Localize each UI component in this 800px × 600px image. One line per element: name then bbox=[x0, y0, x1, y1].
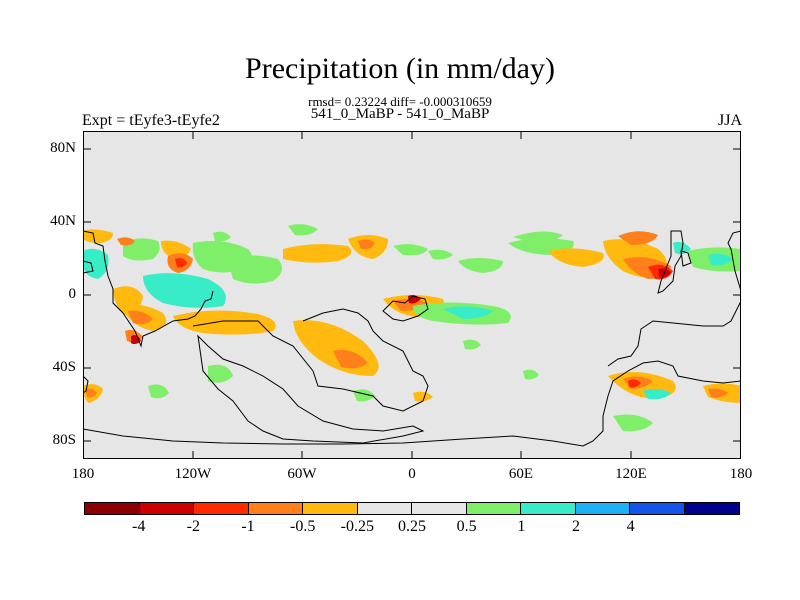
contour-patch bbox=[428, 249, 453, 260]
contour-patch bbox=[443, 306, 493, 319]
contour-patch bbox=[458, 258, 503, 273]
colorbar-label: -2 bbox=[186, 518, 200, 535]
contour-patch bbox=[613, 414, 653, 432]
x-tick-label: 120W bbox=[174, 466, 212, 482]
colorbar-box bbox=[630, 503, 685, 514]
contour-patch bbox=[628, 379, 641, 388]
contour-patch bbox=[143, 273, 226, 308]
colorbar-box bbox=[248, 503, 303, 514]
colorbar-label: 0.25 bbox=[398, 518, 426, 535]
contour-patch bbox=[708, 388, 728, 398]
contour-patch bbox=[148, 384, 169, 399]
contour-patch bbox=[175, 258, 187, 268]
precipitation-map bbox=[83, 131, 741, 459]
colorbar-box bbox=[521, 503, 576, 514]
contour-patch bbox=[523, 369, 539, 380]
colorbar-label: 1 bbox=[517, 518, 526, 535]
season-label: JJA bbox=[717, 112, 742, 129]
contour-patch bbox=[161, 240, 191, 258]
contour-patch bbox=[85, 388, 97, 398]
contour-patch bbox=[228, 255, 282, 284]
plot-title: Precipitation (in mm/day) bbox=[245, 52, 555, 85]
contour-patch bbox=[333, 349, 368, 369]
colorbar-label: -0.25 bbox=[340, 518, 374, 535]
coastline bbox=[83, 260, 94, 274]
contour-patch bbox=[708, 253, 733, 266]
x-tick-label: 180 bbox=[71, 466, 95, 482]
contour-patch bbox=[513, 231, 563, 243]
colorbar-label: -0.5 bbox=[289, 518, 316, 535]
contour-patch bbox=[618, 231, 658, 245]
experiment-label: Expt = tEyfe3-tEyfe2 bbox=[82, 112, 220, 129]
y-tick-label: 80S bbox=[52, 432, 76, 448]
x-tick-label: 0 bbox=[408, 466, 416, 482]
contour-patch bbox=[123, 238, 160, 261]
contour-patch bbox=[173, 310, 276, 335]
colorbar-box bbox=[412, 503, 467, 514]
contour-patch bbox=[283, 244, 352, 263]
coastline bbox=[83, 375, 89, 394]
contour-patch bbox=[131, 335, 141, 345]
colorbar-box bbox=[466, 503, 521, 514]
contour-patch bbox=[413, 391, 433, 402]
colorbar-box bbox=[684, 503, 739, 514]
coastline bbox=[607, 230, 741, 367]
colorbar-label: -1 bbox=[241, 518, 255, 535]
contour-patch bbox=[463, 339, 481, 350]
colorbar-box bbox=[139, 503, 194, 514]
contour-patch bbox=[548, 248, 604, 267]
colorbar-box bbox=[303, 503, 358, 514]
y-tick-label: 40S bbox=[52, 359, 76, 375]
x-tick-label: 180 bbox=[729, 466, 753, 482]
coastline bbox=[197, 334, 425, 444]
coastline bbox=[192, 308, 429, 412]
x-tick-label: 120E bbox=[615, 466, 647, 482]
x-tick-label: 60W bbox=[287, 466, 317, 482]
colorbar-box bbox=[575, 503, 630, 514]
colorbar-box bbox=[357, 503, 412, 514]
coastline bbox=[382, 295, 429, 322]
contour-patch bbox=[208, 364, 233, 383]
colorbar-label: 2 bbox=[572, 518, 580, 535]
continent-outlines bbox=[83, 230, 741, 447]
x-tick-label: 60E bbox=[508, 466, 534, 482]
coastline bbox=[657, 230, 684, 294]
contour-patch bbox=[128, 310, 153, 325]
colorbar-label: 0.5 bbox=[456, 518, 477, 535]
coastline bbox=[83, 230, 214, 348]
coastline bbox=[680, 250, 692, 267]
axis-ticks bbox=[83, 131, 741, 459]
contour-patch bbox=[358, 239, 375, 250]
colorbar-label: -4 bbox=[131, 518, 146, 535]
y-tick-label: 40N bbox=[50, 213, 76, 229]
colorbar bbox=[84, 502, 740, 515]
contour-patch bbox=[288, 224, 318, 236]
colorbar-box bbox=[85, 503, 140, 514]
contour-patch bbox=[393, 244, 428, 256]
contour-patch bbox=[213, 231, 231, 242]
rmsd-diff-text: rmsd= 0.23224 diff= -0.000310659 bbox=[308, 94, 492, 109]
colorbar-label: 4 bbox=[626, 518, 635, 535]
experiment-pair-text: 541_0_MaBP - 541_0_MaBP bbox=[310, 106, 490, 122]
contour-patch bbox=[117, 237, 135, 246]
y-tick-label: 0 bbox=[68, 286, 77, 302]
coastline bbox=[83, 360, 741, 447]
contour-fills bbox=[83, 224, 741, 432]
colorbar-box bbox=[194, 503, 249, 514]
contour-patch bbox=[643, 388, 671, 400]
y-tick-label: 80N bbox=[50, 140, 76, 156]
